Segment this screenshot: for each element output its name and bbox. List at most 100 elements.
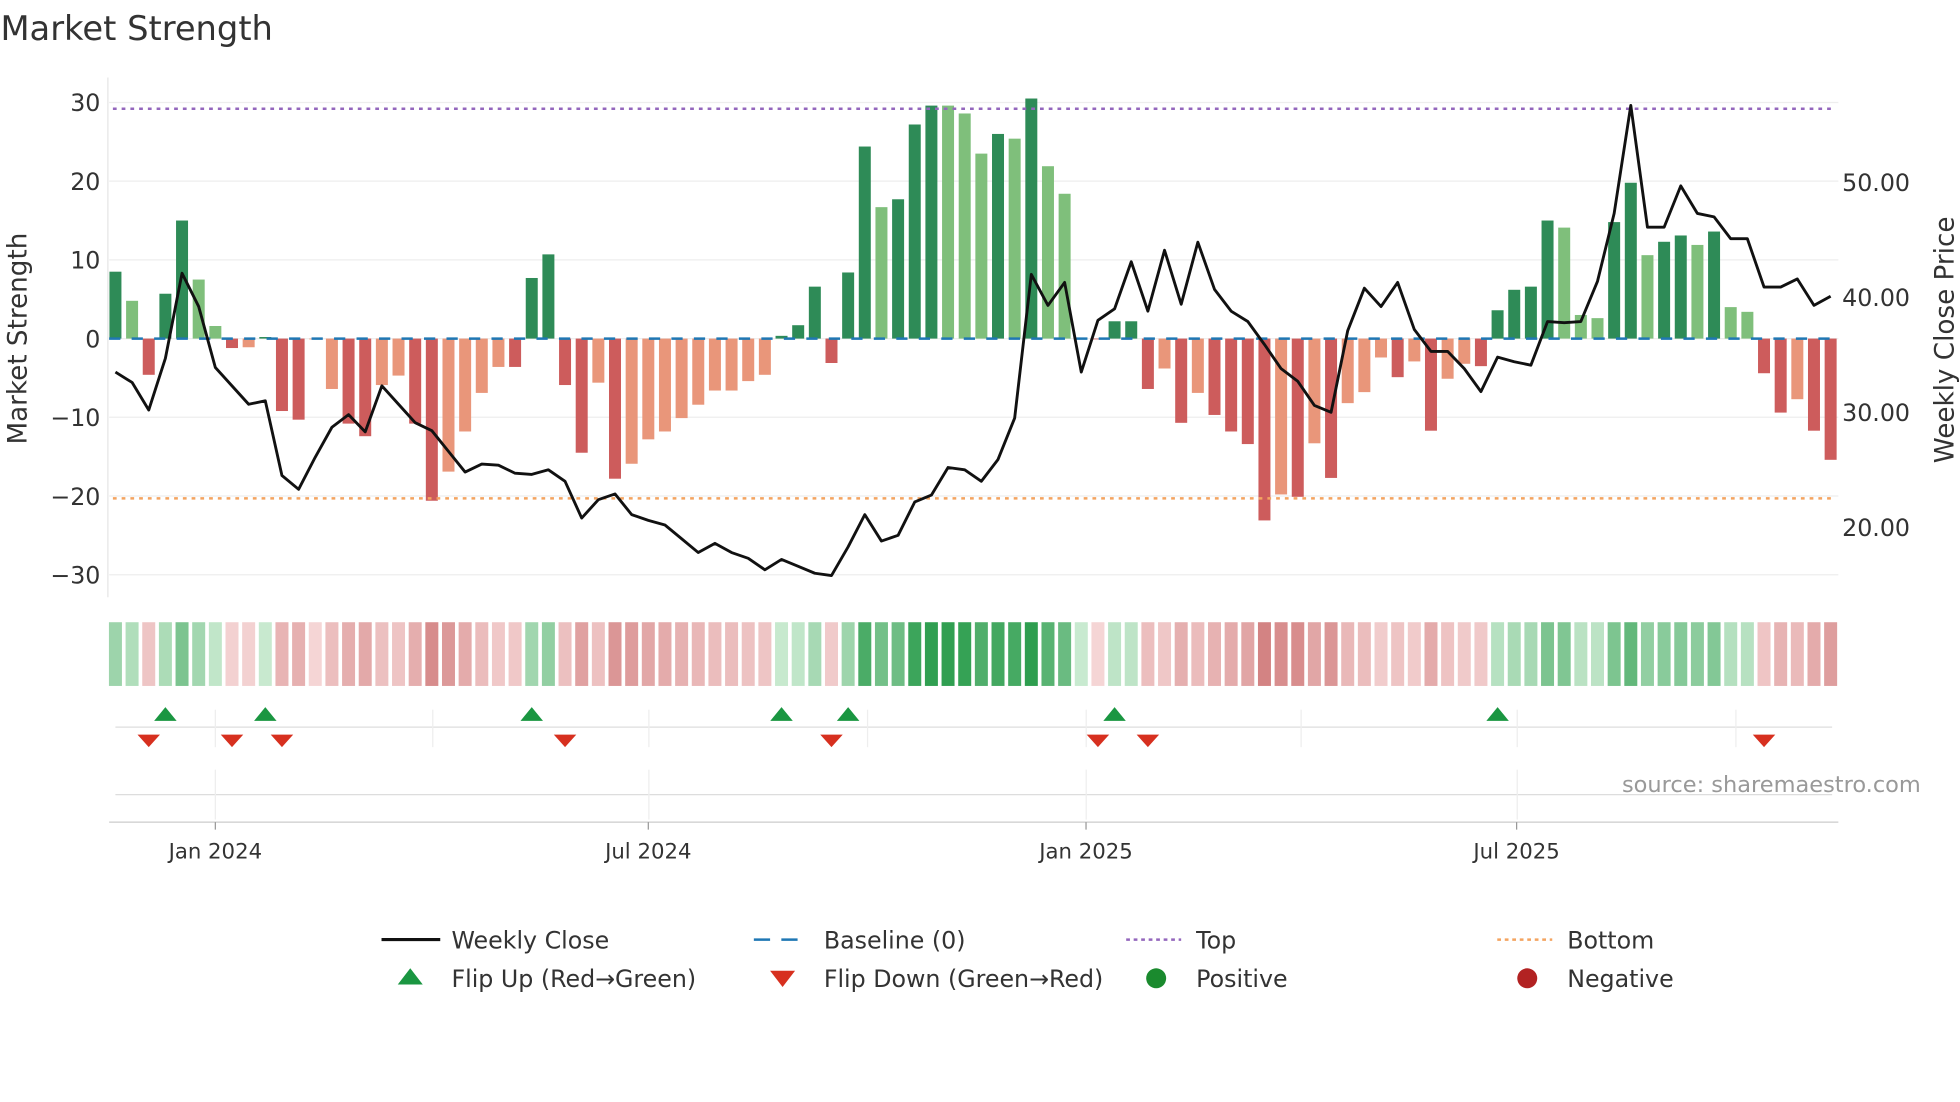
strength-bar [342, 338, 355, 424]
strength-heat-cell [974, 622, 988, 686]
strength-bar [975, 153, 988, 339]
strength-heat-cell [958, 622, 972, 686]
strength-heat-cell [1740, 622, 1754, 686]
strength-heat-cell [1174, 622, 1188, 686]
y-tick-label: 20 [70, 168, 100, 196]
legend-label: Positive [1196, 965, 1287, 993]
flip-down-marker [820, 734, 843, 748]
strength-bar [1025, 98, 1038, 339]
strength-bar [1091, 338, 1104, 340]
strength-heat-cell [258, 622, 272, 686]
strength-bar [492, 338, 505, 367]
strength-bar [1791, 338, 1804, 400]
strength-bar [908, 124, 921, 339]
strength-bar [1341, 338, 1354, 404]
legend-label: Flip Down (Green→Red) [824, 965, 1103, 993]
strength-heat-cell [108, 622, 122, 686]
flip-up-marker [520, 707, 543, 721]
flip-up-marker [254, 707, 277, 721]
strength-heat-cell [458, 622, 472, 686]
strength-heat-cell [708, 622, 722, 686]
strength-bar [142, 338, 155, 375]
strength-bar [1424, 338, 1437, 431]
strength-heat-cell [1491, 622, 1505, 686]
strength-heat-cell [1124, 622, 1138, 686]
strength-bar [825, 338, 838, 363]
strength-heat-cell [1374, 622, 1388, 686]
strength-bar [642, 338, 655, 440]
strength-bar [842, 272, 855, 339]
legend-positive-icon [1146, 968, 1167, 989]
strength-heat-cell [691, 622, 705, 686]
strength-heat-cell [1407, 622, 1421, 686]
strength-heat-cell [1507, 622, 1521, 686]
strength-heat-cell [991, 622, 1005, 686]
strength-heat-cell [1074, 622, 1088, 686]
strength-heat-cell [525, 622, 539, 686]
strength-bar [1191, 338, 1204, 393]
strength-heat-cell [675, 622, 689, 686]
strength-heat-cell [392, 622, 406, 686]
strength-heat-cell [591, 622, 605, 686]
strength-heat-cell [908, 622, 922, 686]
strength-bar [675, 338, 688, 419]
strength-bar [1558, 227, 1571, 339]
strength-bar [1508, 289, 1521, 339]
strength-heat-cell [1707, 622, 1721, 686]
strength-heat-cell [358, 622, 372, 686]
strength-heat-cell [775, 622, 789, 686]
strength-heat-cell [1341, 622, 1355, 686]
strength-bar [808, 286, 821, 339]
strength-heat-cell [841, 622, 855, 686]
strength-heat-cell [808, 622, 822, 686]
strength-bar [226, 338, 238, 349]
strength-heat-cell [891, 622, 905, 686]
flip-up-marker [770, 707, 793, 721]
strength-bar [1375, 338, 1388, 358]
strength-bar [242, 338, 255, 348]
strength-heat-cell [1774, 622, 1788, 686]
strength-bar [1674, 235, 1687, 339]
strength-bar [1225, 338, 1238, 432]
strength-heat-cell [1474, 622, 1488, 686]
strength-heat-cell [1224, 622, 1238, 686]
strength-heat-cell [1274, 622, 1288, 686]
y2-tick-label: 20.00 [1842, 514, 1910, 542]
y2-tick-label: 30.00 [1842, 399, 1910, 427]
strength-bar [1358, 338, 1371, 393]
flip-up-marker [154, 707, 177, 721]
flip-down-marker [1752, 734, 1776, 748]
strength-bar [892, 199, 905, 339]
strength-heat-cell [1807, 622, 1821, 686]
strength-bar [1824, 338, 1837, 460]
strength-bar [1241, 338, 1254, 445]
strength-bar [658, 338, 671, 432]
strength-bar [692, 338, 705, 405]
strength-heat-cell [575, 622, 589, 686]
x-tick-label: Jan 2025 [1037, 839, 1133, 864]
strength-bar [1258, 338, 1271, 521]
strength-bar [992, 133, 1005, 339]
strength-heat-cell [858, 622, 872, 686]
strength-bar [1591, 318, 1604, 339]
strength-heat-cell [1108, 622, 1122, 686]
strength-bar [1041, 166, 1054, 339]
strength-heat-cell [142, 622, 156, 686]
strength-heat-cell [1690, 622, 1704, 686]
strength-heat-cell [641, 622, 655, 686]
strength-heat-cell [1790, 622, 1804, 686]
strength-bar [542, 254, 555, 339]
flip-down-marker [137, 734, 160, 748]
strength-heat-cell [1824, 622, 1838, 686]
y2-tick-label: 40.00 [1842, 284, 1910, 312]
strength-heat-cell [741, 622, 755, 686]
strength-heat-cell [275, 622, 289, 686]
y2-tick-label: 50.00 [1842, 169, 1910, 197]
strength-heat-cell [1024, 622, 1038, 686]
strength-bar [875, 207, 888, 339]
strength-heat-cell [941, 622, 955, 686]
strength-heat-cell [441, 622, 455, 686]
strength-heat-cell [1591, 622, 1604, 686]
strength-heat-cell [1008, 622, 1022, 686]
strength-bar [1125, 321, 1138, 339]
